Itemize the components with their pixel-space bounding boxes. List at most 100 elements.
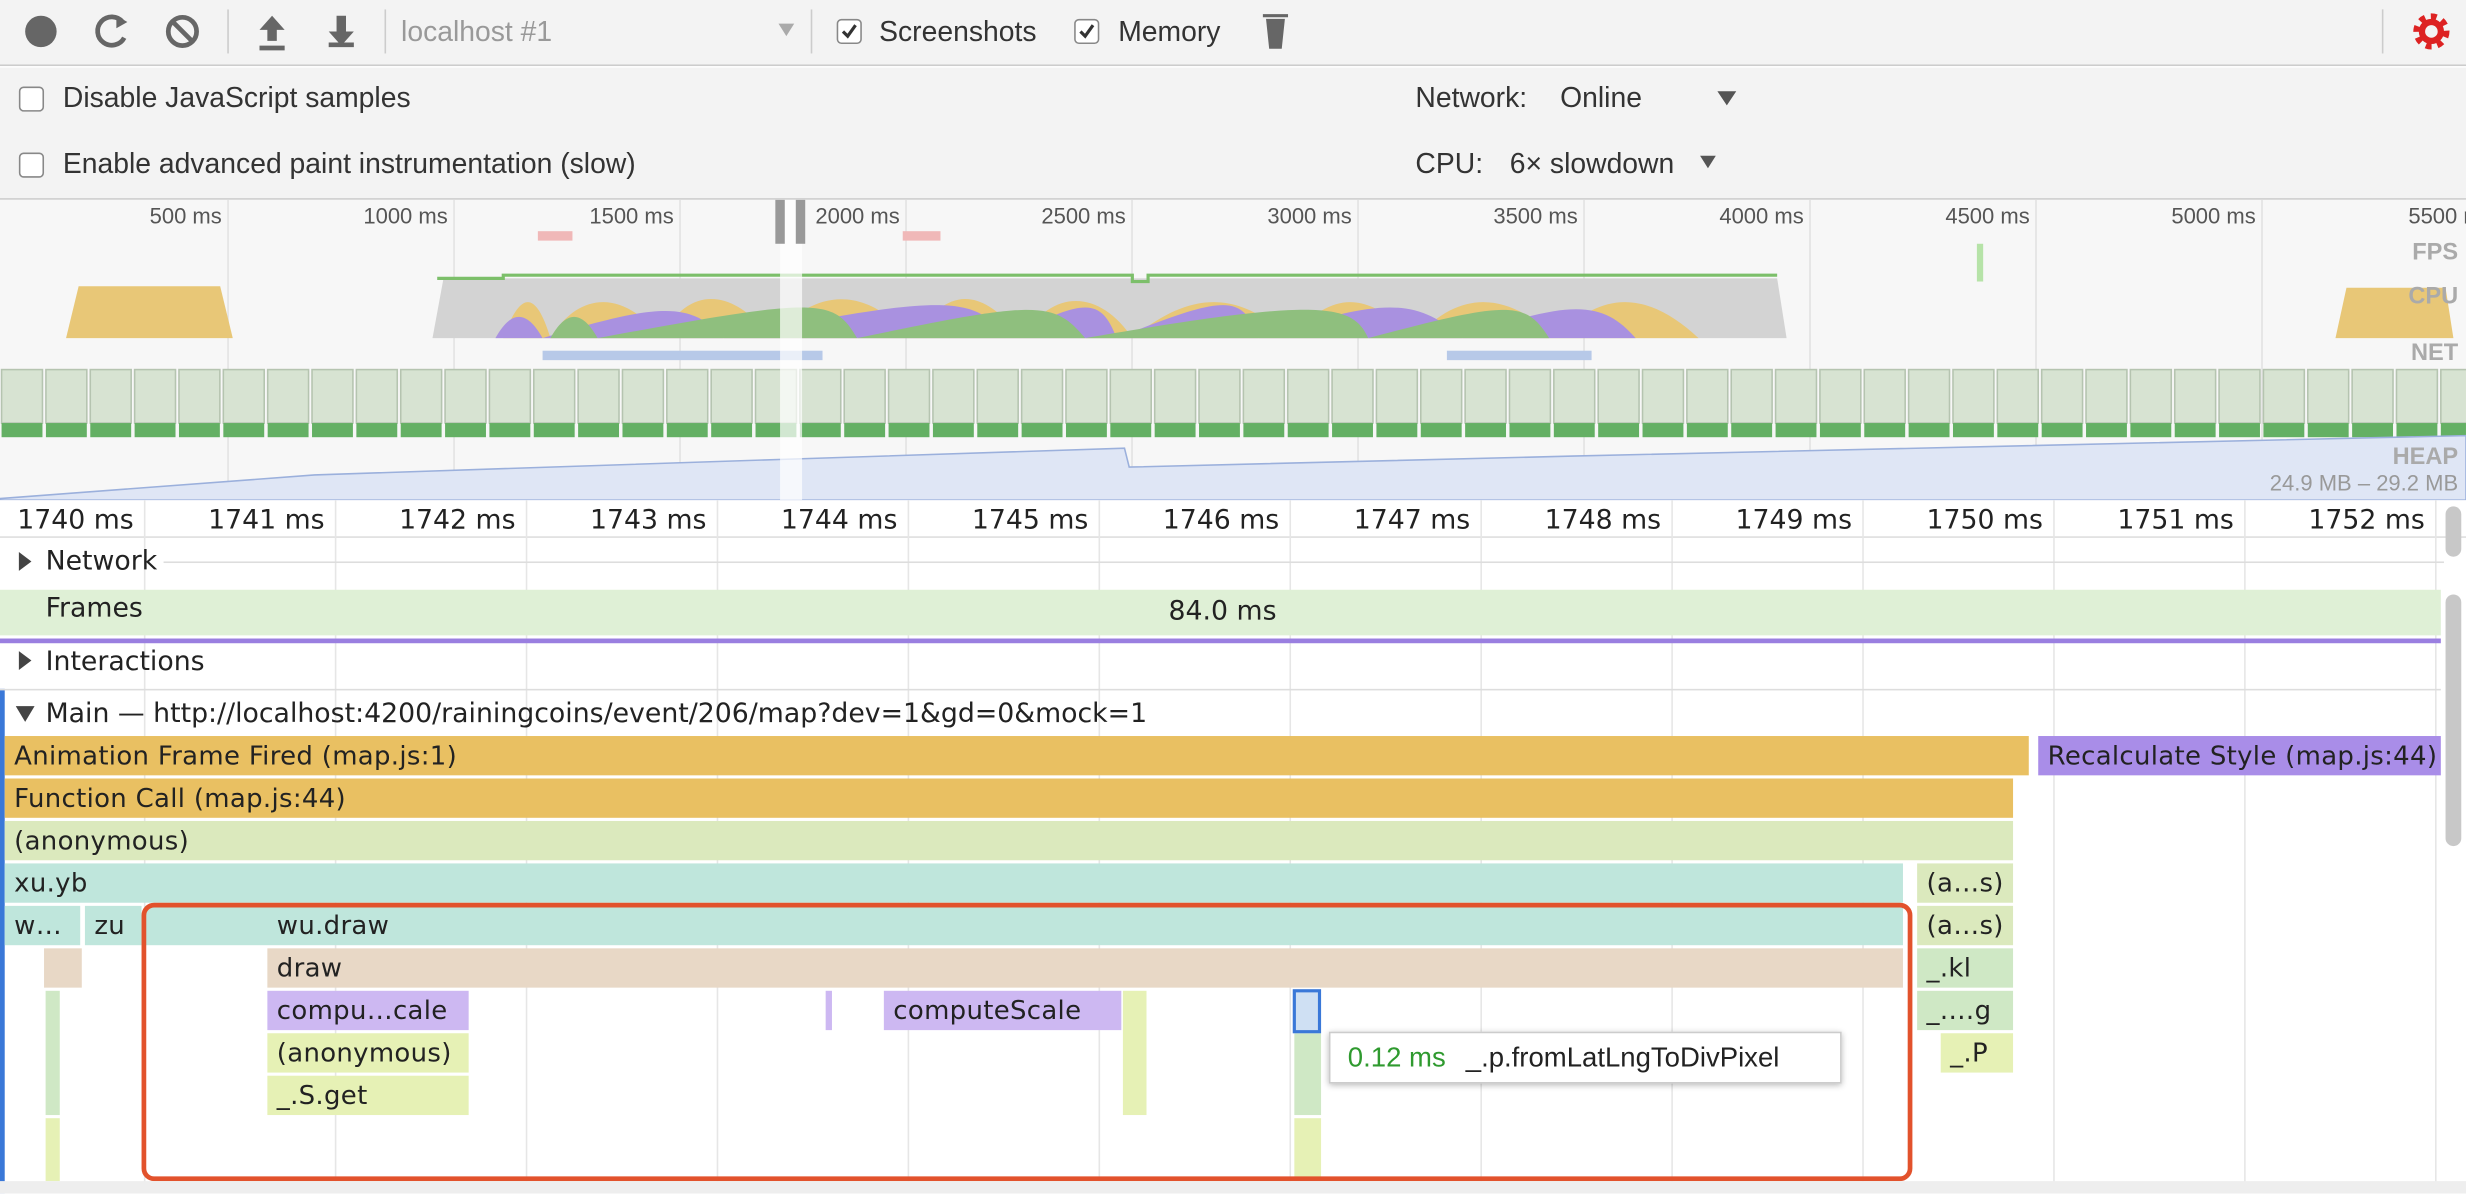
- screenshot-thumb-bar: [1642, 423, 1684, 438]
- screenshot-thumb: [1153, 368, 1197, 424]
- track-label[interactable]: Network: [45, 545, 158, 578]
- screenshot-thumb: [2129, 368, 2173, 424]
- flame-entry[interactable]: [1294, 1033, 1322, 1116]
- screenshot-thumb-bar: [178, 423, 220, 438]
- screenshot-thumb-bar: [356, 423, 398, 438]
- dropdown-arrow: [778, 23, 795, 37]
- load-button[interactable]: [259, 15, 285, 51]
- flame-entry[interactable]: _.…g: [1917, 990, 2014, 1031]
- flame-entry[interactable]: w…: [4, 905, 81, 946]
- heap-range: 24.9 MB – 29.2 MB: [2270, 471, 2458, 496]
- selection-handle[interactable]: [795, 199, 806, 244]
- flame-entry[interactable]: xu.yb: [4, 863, 1903, 903]
- checkbox[interactable]: [18, 152, 45, 178]
- screenshot-thumb-bar: [1332, 423, 1373, 438]
- track-divider: [0, 688, 2441, 691]
- track-label[interactable]: Frames: [45, 592, 143, 625]
- checkbox[interactable]: [836, 18, 862, 45]
- flame-entry[interactable]: (anonymous): [4, 820, 2014, 861]
- trash-button[interactable]: [1262, 14, 1289, 49]
- screenshot-thumb: [1242, 368, 1286, 424]
- checkmark: [841, 24, 857, 39]
- flame-entry[interactable]: compu…cale: [267, 990, 469, 1031]
- screenshot-thumb-bar: [1376, 423, 1418, 438]
- toolbar-icons: [25, 9, 1289, 54]
- ruler: [0, 500, 2466, 538]
- flame-entry[interactable]: (a…s): [1917, 863, 2014, 903]
- flame-entry[interactable]: draw: [267, 948, 1903, 988]
- reload-arrow: [116, 15, 128, 29]
- flame-entry[interactable]: (a…s): [1917, 905, 2014, 946]
- flame-entry[interactable]: _.S.get: [267, 1075, 469, 1116]
- screenshot-thumb: [1553, 368, 1596, 424]
- toolbar: [0, 0, 2466, 67]
- checkbox[interactable]: [18, 86, 45, 112]
- settings-button[interactable]: [2375, 6, 2454, 59]
- target-select[interactable]: localhost #1: [401, 15, 553, 48]
- flame-entry[interactable]: zu: [84, 905, 142, 946]
- screenshot-thumb-bar: [223, 423, 265, 438]
- ruler-tick-label: 1747 ms: [1354, 504, 1470, 535]
- flame-entry[interactable]: [44, 948, 82, 988]
- checkbox[interactable]: [1074, 18, 1100, 45]
- screenshot-thumb-bar: [1110, 423, 1152, 438]
- screenshot-thumb-bar: [1908, 423, 1950, 438]
- overview-tick-label: 1000 ms: [363, 203, 447, 228]
- reload-button[interactable]: [95, 14, 127, 48]
- cpu-select[interactable]: 6× slowdown: [1509, 147, 1675, 180]
- track-label[interactable]: Main — http://localhost:4200/rainingcoin…: [45, 698, 1148, 730]
- selection-window[interactable]: [780, 199, 803, 501]
- flame-entry[interactable]: Function Call (map.js:44): [4, 778, 2014, 818]
- scrollbar-thumb[interactable]: [2445, 506, 2462, 557]
- flame-entry[interactable]: _.P: [1940, 1033, 2014, 1073]
- settings-pane: [0, 67, 2466, 200]
- screenshot-thumb-bar: [533, 423, 575, 438]
- screenshot-thumb-bar: [445, 423, 486, 438]
- main-track-marker: [0, 688, 5, 1194]
- screenshot-thumb-bar: [977, 423, 1019, 438]
- flame-entry[interactable]: [1122, 990, 1147, 1116]
- setting-label: CPU:: [1415, 147, 1484, 180]
- flame-entry[interactable]: [45, 990, 60, 1116]
- scrollbar-thumb[interactable]: [2445, 594, 2462, 847]
- screenshot-thumb-bar: [400, 423, 442, 438]
- ruler-tick-label: 1745 ms: [972, 504, 1088, 535]
- overview-tick-label: 4000 ms: [1719, 203, 1803, 228]
- screenshot-thumb-bar: [1598, 423, 1640, 438]
- flame-entry[interactable]: computeScale: [883, 990, 1122, 1031]
- flame-entry[interactable]: wu.draw: [144, 905, 1903, 946]
- flame-entry[interactable]: _.kl: [1917, 948, 2014, 988]
- long-task: [537, 231, 573, 241]
- ruler-tick-label: 1743 ms: [590, 504, 706, 535]
- setting-label: Disable JavaScript samples: [62, 81, 411, 114]
- screenshot-thumb-bar: [1509, 423, 1551, 438]
- screenshot-thumb-bar: [2130, 423, 2172, 438]
- track-label[interactable]: Interactions: [45, 646, 205, 678]
- gear: [2418, 18, 2444, 45]
- screenshot-thumb: [2040, 368, 2084, 424]
- save-button[interactable]: [328, 15, 354, 48]
- flame-entry[interactable]: Animation Frame Fired (map.js:1): [4, 736, 2029, 776]
- clear-button[interactable]: [165, 14, 199, 48]
- network-select[interactable]: Online: [1560, 81, 1642, 114]
- frames-bar: [0, 589, 2441, 636]
- selection-handle[interactable]: [775, 199, 785, 244]
- checkmark: [1079, 24, 1095, 39]
- flame-entry[interactable]: [825, 990, 832, 1031]
- screenshot-thumb: [266, 368, 310, 424]
- selected-entry[interactable]: [1292, 989, 1322, 1034]
- screenshot-thumb-bar: [2086, 423, 2127, 438]
- screenshot-thumb-bar: [312, 423, 353, 438]
- screenshot-thumb: [887, 368, 931, 424]
- screenshot-thumb-bar: [1731, 423, 1773, 438]
- flame-entry[interactable]: [45, 1118, 60, 1182]
- screenshot-thumb-bar: [1021, 423, 1063, 438]
- record-button[interactable]: [25, 15, 57, 48]
- flame-entry[interactable]: [1294, 1118, 1322, 1182]
- screenshot-thumb: [1375, 368, 1419, 424]
- flame-entry[interactable]: Recalculate Style (map.js:44): [2038, 736, 2441, 776]
- flame-entry[interactable]: (anonymous): [267, 1033, 469, 1073]
- screenshot-thumb: [89, 368, 132, 424]
- screenshot-thumb-bar: [1819, 423, 1861, 438]
- overview-tick-label: 3000 ms: [1267, 203, 1351, 228]
